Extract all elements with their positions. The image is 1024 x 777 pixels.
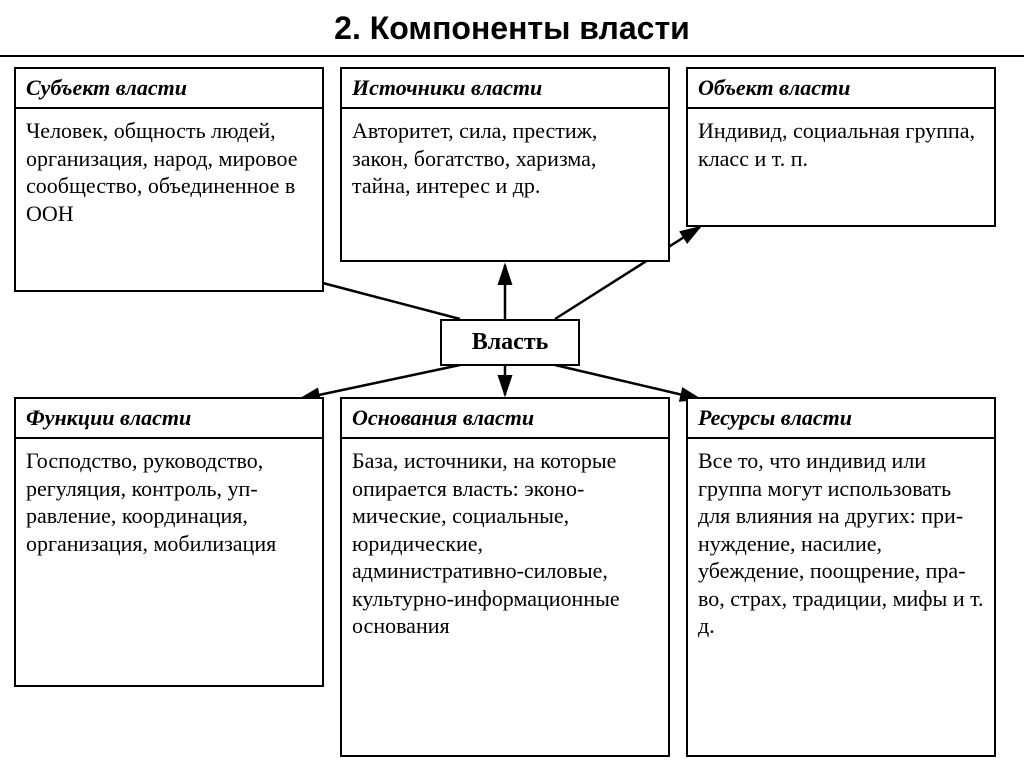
box-foundations-header: Основания власти	[342, 399, 668, 439]
box-object-header: Объект власти	[688, 69, 994, 109]
box-resources: Ресурсы власти Все то, что инди­вид или …	[686, 397, 996, 757]
box-functions-body: Господство, руко­водство, регуля­ция, ко…	[16, 439, 322, 565]
box-subject: Субъект власти Человек, общность людей, …	[14, 67, 324, 292]
center-node: Власть	[440, 319, 580, 366]
box-functions: Функции власти Господство, руко­водство,…	[14, 397, 324, 687]
box-resources-header: Ресурсы власти	[688, 399, 994, 439]
box-object: Объект власти Индивид, соци­альная групп…	[686, 67, 996, 227]
box-subject-body: Человек, общность людей, организа­ция, н…	[16, 109, 322, 235]
box-foundations-body: База, источники, на которые опира­ется в…	[342, 439, 668, 648]
box-object-body: Индивид, соци­альная группа, класс и т. …	[688, 109, 994, 180]
box-functions-header: Функции власти	[16, 399, 322, 439]
page-title: 2. Компоненты власти	[0, 0, 1024, 55]
box-sources: Источники власти Авторитет, сила, прести…	[340, 67, 670, 262]
diagram-canvas: Субъект власти Человек, общность людей, …	[0, 55, 1024, 57]
box-foundations: Основания власти База, источники, на кот…	[340, 397, 670, 757]
box-sources-body: Авторитет, сила, престиж, закон, бо­гатс…	[342, 109, 668, 208]
box-resources-body: Все то, что инди­вид или группа могут ис…	[688, 439, 994, 648]
box-sources-header: Источники власти	[342, 69, 668, 109]
box-subject-header: Субъект власти	[16, 69, 322, 109]
